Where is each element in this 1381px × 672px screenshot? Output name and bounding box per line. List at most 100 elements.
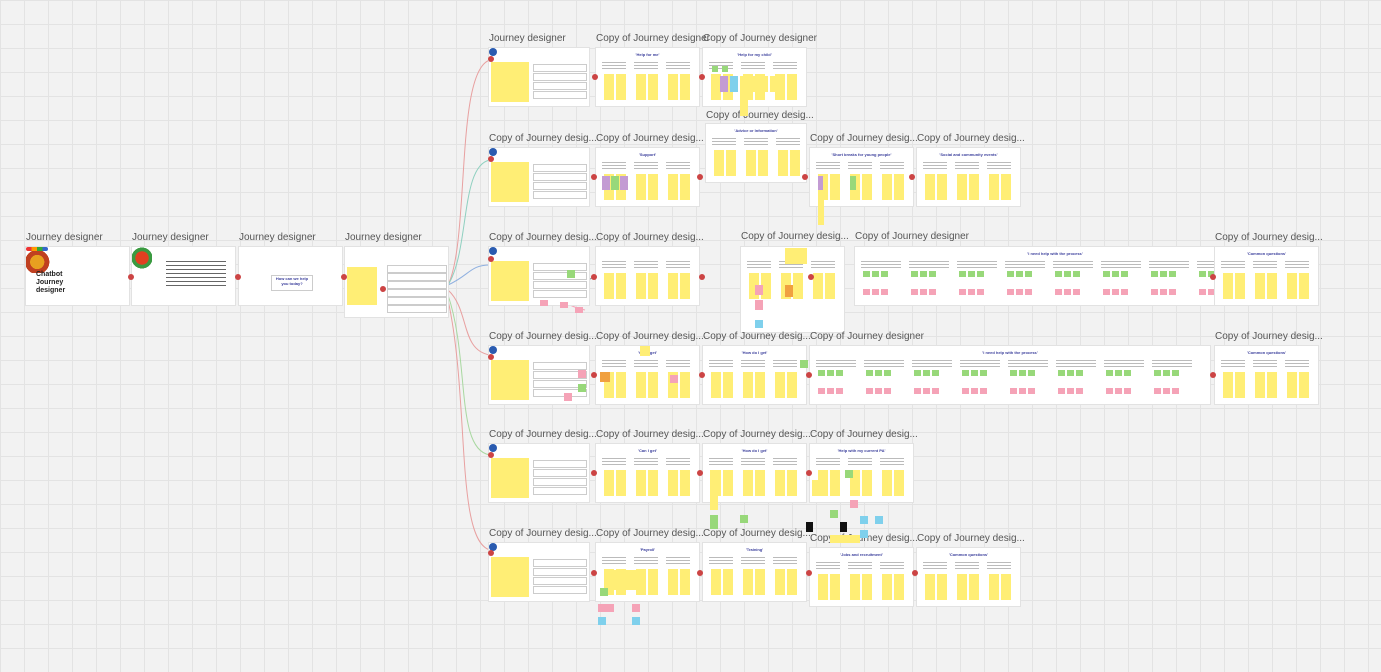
choice-option[interactable] (533, 586, 587, 594)
sticky-note[interactable] (604, 74, 614, 100)
choice-option[interactable] (533, 263, 587, 271)
sticky-note[interactable] (860, 530, 868, 538)
sticky-note[interactable] (600, 372, 610, 382)
sticky-note[interactable] (787, 569, 797, 595)
sticky-note[interactable] (957, 174, 967, 200)
sticky-note[interactable] (1064, 271, 1071, 277)
sticky-note[interactable] (668, 74, 678, 100)
sticky-note[interactable] (911, 271, 918, 277)
sticky-note[interactable] (1028, 388, 1035, 394)
reaction-badge[interactable] (699, 274, 705, 280)
sticky-note[interactable] (632, 617, 640, 625)
sticky-note[interactable] (616, 74, 626, 100)
sticky-note[interactable] (775, 74, 785, 100)
sticky-note[interactable] (755, 470, 765, 496)
sticky-note[interactable] (1124, 388, 1131, 394)
frame-r3b[interactable] (596, 247, 699, 305)
sticky-note[interactable] (564, 393, 572, 401)
sticky-note[interactable] (598, 617, 606, 625)
reaction-badge[interactable] (806, 372, 812, 378)
frame-f3[interactable]: How can we help you today? (239, 247, 342, 305)
sticky-note[interactable] (866, 388, 873, 394)
sticky-note[interactable] (491, 62, 529, 102)
sticky-note[interactable] (932, 370, 939, 376)
sticky-note[interactable] (755, 320, 763, 328)
reaction-badge[interactable] (488, 156, 494, 162)
choice-option[interactable] (533, 182, 587, 190)
sticky-note[interactable] (680, 569, 690, 595)
choice-option[interactable] (533, 371, 587, 379)
reaction-badge[interactable] (488, 452, 494, 458)
sticky-note[interactable] (1223, 273, 1233, 299)
sticky-note[interactable] (920, 289, 927, 295)
sticky-note[interactable] (793, 273, 803, 299)
sticky-note[interactable] (722, 66, 728, 72)
sticky-note[interactable] (648, 273, 658, 299)
sticky-note[interactable] (598, 604, 606, 612)
sticky-note[interactable] (881, 271, 888, 277)
frame-title[interactable]: Copy of Journey desig... (489, 133, 597, 144)
reaction-badge[interactable] (488, 354, 494, 360)
sticky-note[interactable] (1121, 289, 1128, 295)
sticky-note[interactable] (604, 372, 614, 398)
sticky-note[interactable] (785, 248, 807, 264)
sticky-note[interactable] (491, 458, 529, 498)
sticky-note[interactable] (606, 604, 614, 612)
sticky-note[interactable] (1235, 273, 1245, 299)
frame-title[interactable]: Copy of Journey desig... (596, 331, 704, 342)
frame-title[interactable]: Journey designer (345, 232, 422, 243)
choice-option[interactable] (387, 273, 447, 281)
sticky-note[interactable] (1255, 372, 1265, 398)
choice-option[interactable] (533, 380, 587, 388)
sticky-note[interactable] (875, 388, 882, 394)
sticky-note[interactable] (1172, 370, 1179, 376)
sticky-note[interactable] (755, 285, 763, 295)
sticky-note[interactable] (836, 388, 843, 394)
reaction-badge[interactable] (697, 570, 703, 576)
reaction-badge[interactable] (591, 470, 597, 476)
sticky-note[interactable] (1124, 370, 1131, 376)
choice-option[interactable] (533, 568, 587, 576)
sticky-note[interactable] (800, 360, 808, 368)
sticky-note[interactable] (726, 150, 736, 176)
reaction-badge[interactable] (806, 570, 812, 576)
sticky-note[interactable] (648, 470, 658, 496)
sticky-note[interactable] (1025, 289, 1032, 295)
sticky-note[interactable] (760, 76, 768, 92)
sticky-note[interactable] (925, 174, 935, 200)
choice-option[interactable] (533, 73, 587, 81)
sticky-note[interactable] (866, 370, 873, 376)
frame-r5a[interactable] (489, 444, 589, 502)
sticky-note[interactable] (761, 273, 771, 299)
sticky-note[interactable] (818, 574, 828, 600)
sticky-note[interactable] (884, 370, 891, 376)
sticky-note[interactable] (1223, 372, 1233, 398)
choice-option[interactable] (533, 460, 587, 468)
reaction-badge[interactable] (909, 174, 915, 180)
sticky-note[interactable] (1160, 271, 1167, 277)
sticky-note[interactable] (1299, 372, 1309, 398)
choice-option[interactable] (533, 577, 587, 585)
sticky-note[interactable] (884, 388, 891, 394)
sticky-note[interactable] (1073, 271, 1080, 277)
sticky-note[interactable] (1163, 388, 1170, 394)
choice-option[interactable] (533, 64, 587, 72)
sticky-note[interactable] (755, 300, 763, 310)
sticky-note[interactable] (845, 470, 853, 478)
choice-option[interactable] (533, 191, 587, 199)
sticky-note[interactable] (962, 370, 969, 376)
sticky-note[interactable] (971, 370, 978, 376)
reaction-badge[interactable] (591, 274, 597, 280)
frame-title[interactable]: Copy of Journey desig... (810, 533, 918, 544)
sticky-note[interactable] (790, 150, 800, 176)
sticky-note[interactable] (1064, 289, 1071, 295)
sticky-note[interactable] (1058, 370, 1065, 376)
sticky-note[interactable] (1055, 289, 1062, 295)
sticky-note[interactable] (600, 588, 608, 596)
frame-title[interactable]: Copy of Journey designer (596, 33, 710, 44)
sticky-note[interactable] (830, 574, 840, 600)
frame-title[interactable]: Copy of Journey desig... (489, 429, 597, 440)
sticky-note[interactable] (670, 375, 678, 383)
sticky-note[interactable] (806, 522, 813, 532)
sticky-note[interactable] (882, 470, 892, 496)
